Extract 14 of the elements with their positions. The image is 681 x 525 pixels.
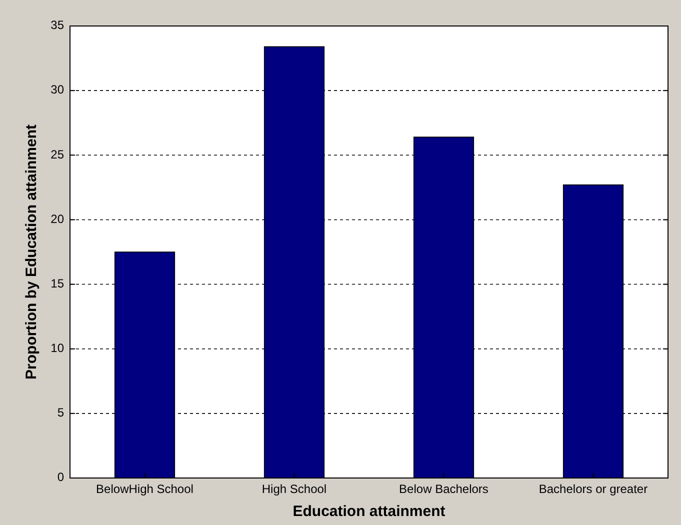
y-axis-title: Proportion by Education attainment — [23, 124, 40, 380]
y-tick-label: 15 — [50, 276, 64, 290]
y-tick-label: 25 — [50, 147, 64, 162]
x-tick-label: Bachelors or greater — [538, 482, 648, 496]
y-tick-label: 20 — [50, 212, 64, 226]
y-tick-label: 35 — [50, 18, 64, 32]
x-tick-label: Below Bachelors — [399, 482, 488, 496]
y-tick-label: 30 — [50, 82, 64, 97]
x-tick-label: BelowHigh School — [96, 482, 194, 496]
y-tick-label: 0 — [57, 470, 64, 484]
y-tick-label: 5 — [57, 406, 64, 420]
y-tick-label: 10 — [50, 341, 64, 356]
x-axis-title: Education attainment — [292, 503, 446, 520]
x-tick-label: High School — [262, 482, 327, 496]
